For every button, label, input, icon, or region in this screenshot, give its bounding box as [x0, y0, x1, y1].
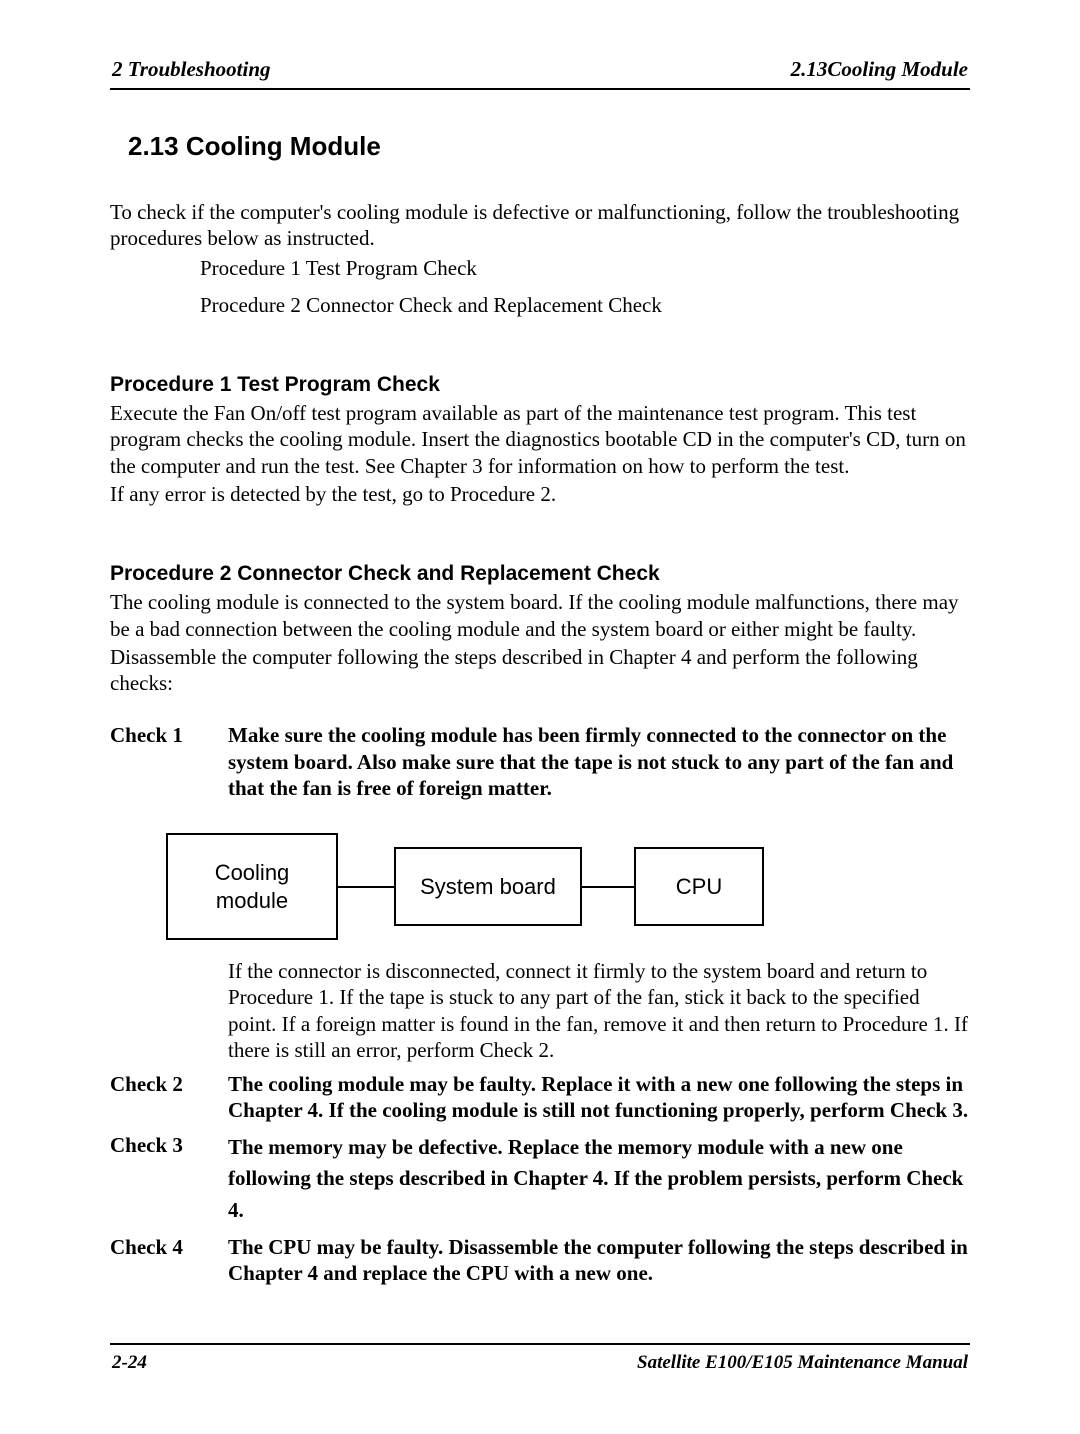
check-2-body: The cooling module may be faulty. Replac… — [228, 1071, 970, 1124]
procedure-2-heading: Procedure 2 Connector Check and Replacem… — [110, 561, 970, 587]
page-footer: 2-24 Satellite E100/E105 Maintenance Man… — [110, 1345, 970, 1375]
check-3-row: Check 3 The memory may be defective. Rep… — [110, 1132, 970, 1227]
intro-paragraph: To check if the computer's cooling modul… — [110, 199, 970, 252]
check-3-body: The memory may be defective. Replace the… — [228, 1132, 970, 1227]
page-header: 2 Troubleshooting 2.13Cooling Module — [110, 56, 970, 88]
check-1-row: Check 1 Make sure the cooling module has… — [110, 722, 970, 801]
diagram-connector-2 — [582, 886, 634, 888]
section-title: 2.13 Cooling Module — [128, 130, 970, 163]
diagram-connector-1 — [338, 886, 394, 888]
footer-page-number: 2-24 — [112, 1351, 147, 1375]
check-4-label: Check 4 — [110, 1234, 200, 1287]
procedure-line-1: Procedure 1 Test Program Check — [200, 255, 970, 281]
header-rule — [110, 88, 970, 90]
procedure-1-p2: If any error is detected by the test, go… — [110, 481, 970, 507]
check-1-body: Make sure the cooling module has been fi… — [228, 722, 970, 801]
check-1-followup: If the connector is disconnected, connec… — [228, 958, 970, 1063]
check-4-body: The CPU may be faulty. Disassemble the c… — [228, 1234, 970, 1287]
connection-diagram: Cooling module System board CPU — [166, 833, 970, 940]
check-2-label: Check 2 — [110, 1071, 200, 1124]
header-left: 2 Troubleshooting — [112, 56, 271, 82]
procedure-1-p1: Execute the Fan On/off test program avai… — [110, 400, 970, 479]
check-3-label: Check 3 — [110, 1132, 200, 1227]
check-1-label: Check 1 — [110, 722, 200, 801]
check-4-row: Check 4 The CPU may be faulty. Disassemb… — [110, 1234, 970, 1287]
footer-manual-title: Satellite E100/E105 Maintenance Manual — [637, 1351, 968, 1375]
procedure-1-heading: Procedure 1 Test Program Check — [110, 372, 970, 398]
diagram-node-cpu: CPU — [634, 847, 764, 927]
check-2-row: Check 2 The cooling module may be faulty… — [110, 1071, 970, 1124]
procedure-2-p2: Disassemble the computer following the s… — [110, 644, 970, 697]
diagram-node-cooling-module: Cooling module — [166, 833, 338, 940]
procedure-2-p1: The cooling module is connected to the s… — [110, 589, 970, 642]
header-right: 2.13Cooling Module — [791, 56, 968, 82]
procedure-line-2: Procedure 2 Connector Check and Replacem… — [200, 292, 970, 318]
diagram-node-system-board: System board — [394, 847, 582, 927]
